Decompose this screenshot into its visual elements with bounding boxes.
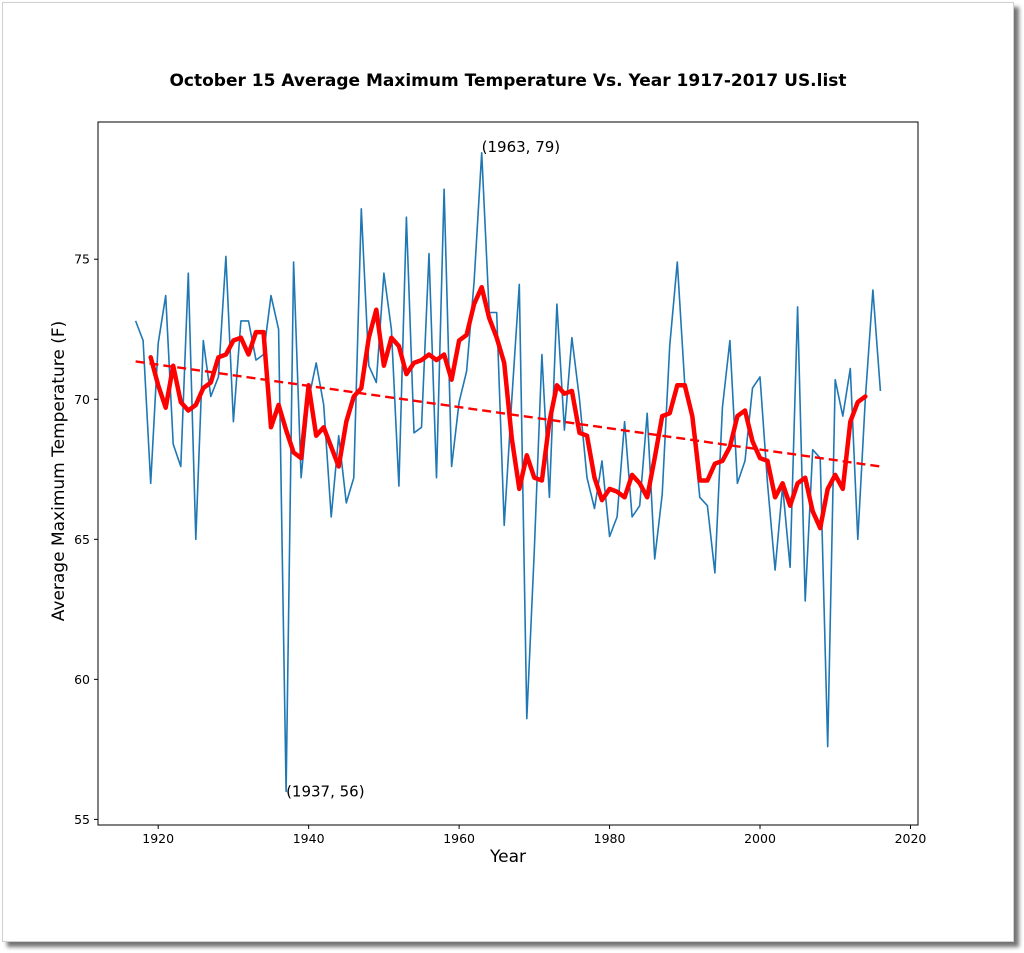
- y-axis-label: Average Maximum Temperature (F): [49, 321, 69, 622]
- chart-title: October 15 Average Maximum Temperature V…: [169, 71, 846, 91]
- annual-temperature-line: [134, 152, 882, 793]
- x-tick-label: 1920: [142, 831, 174, 846]
- y-tick-label: 60: [74, 672, 90, 687]
- x-tick-label: 1960: [443, 831, 475, 846]
- x-tick-label: 1940: [293, 831, 325, 846]
- x-tick-label: 2000: [744, 831, 776, 846]
- y-tick-label: 75: [74, 252, 90, 267]
- x-axis-label: Year: [489, 847, 526, 867]
- x-tick-label: 2020: [895, 831, 927, 846]
- point-annotation: (1937, 56): [286, 782, 365, 800]
- y-tick-label: 70: [74, 392, 90, 407]
- point-annotation: (1963, 79): [482, 138, 561, 156]
- y-tick-label: 55: [74, 812, 90, 827]
- plot-area-border: [97, 121, 919, 826]
- smoothed-average-line: [148, 284, 868, 531]
- y-tick-label: 65: [74, 532, 90, 547]
- x-tick-label: 1980: [594, 831, 626, 846]
